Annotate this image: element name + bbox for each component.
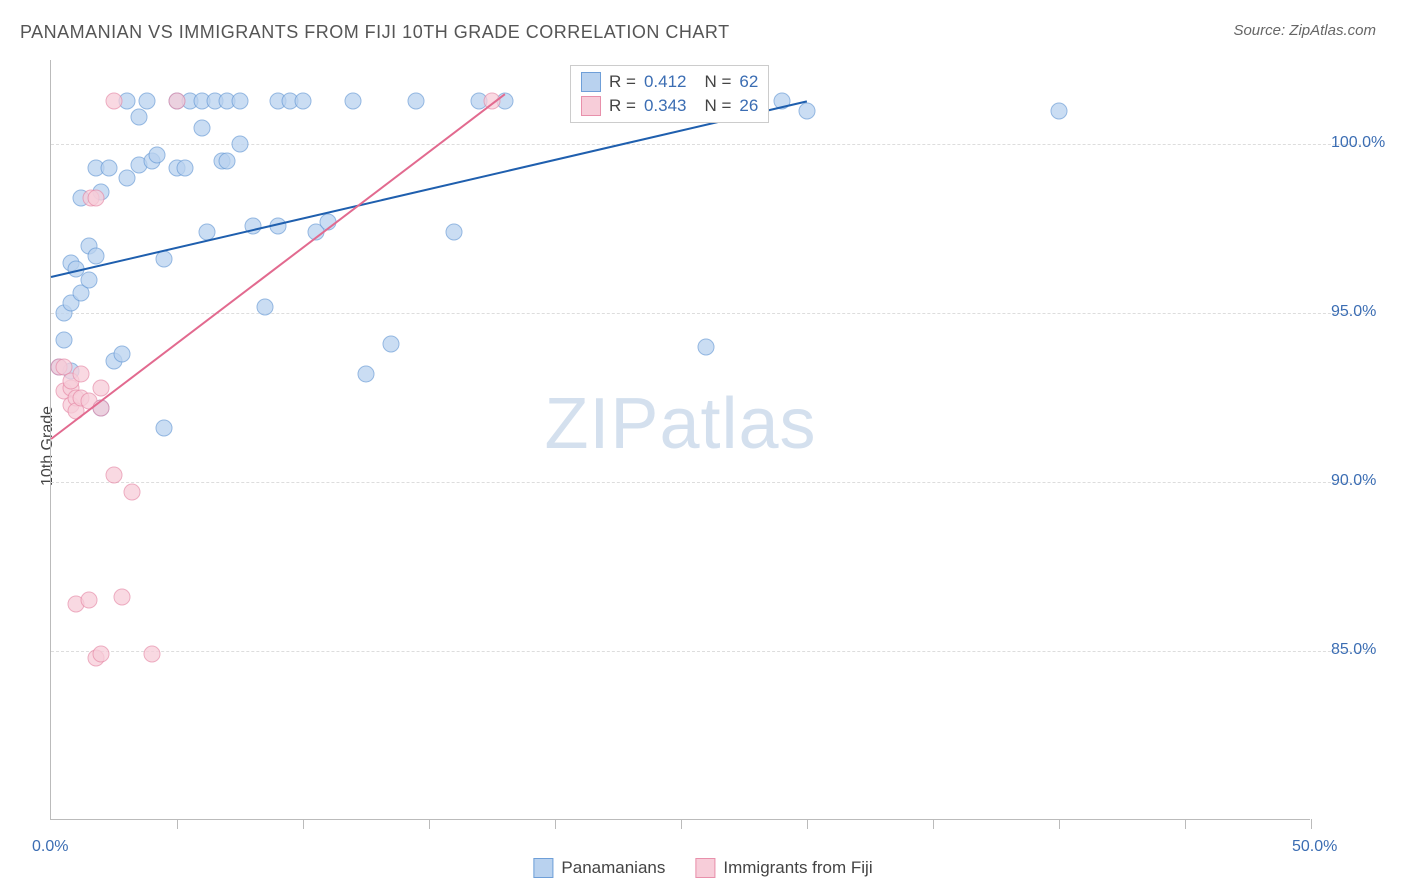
- data-point: [118, 170, 135, 187]
- n-label: N =: [704, 72, 731, 92]
- source-attribution: Source: ZipAtlas.com: [1233, 22, 1376, 39]
- watermark: ZIPatlas: [544, 383, 816, 465]
- legend-swatch: [533, 858, 553, 878]
- x-tick: [177, 819, 178, 829]
- gridline: [51, 313, 1371, 314]
- data-point: [257, 298, 274, 315]
- plot-area: ZIPatlas 85.0%90.0%95.0%100.0%: [50, 60, 1310, 820]
- r-label: R =: [609, 72, 636, 92]
- x-tick: [1311, 819, 1312, 829]
- x-tick: [681, 819, 682, 829]
- r-value: 0.412: [644, 72, 687, 92]
- x-tick: [555, 819, 556, 829]
- x-tick: [429, 819, 430, 829]
- y-tick-label: 90.0%: [1331, 472, 1376, 490]
- legend-item: Panamanians: [533, 858, 665, 878]
- y-tick-label: 85.0%: [1331, 641, 1376, 659]
- data-point: [138, 92, 155, 109]
- data-point: [799, 102, 816, 119]
- legend-swatch: [581, 96, 601, 116]
- x-tick: [1059, 819, 1060, 829]
- gridline: [51, 482, 1371, 483]
- x-tick: [807, 819, 808, 829]
- y-tick-label: 100.0%: [1331, 134, 1385, 152]
- n-value: 26: [739, 96, 758, 116]
- data-point: [148, 146, 165, 163]
- data-point: [698, 339, 715, 356]
- data-point: [219, 153, 236, 170]
- data-point: [113, 589, 130, 606]
- legend-label: Panamanians: [561, 858, 665, 878]
- data-point: [80, 592, 97, 609]
- data-point: [383, 335, 400, 352]
- gridline: [51, 651, 1371, 652]
- data-point: [156, 251, 173, 268]
- trend-line: [51, 101, 807, 279]
- chart-title: PANAMANIAN VS IMMIGRANTS FROM FIJI 10TH …: [20, 22, 730, 43]
- data-point: [113, 345, 130, 362]
- data-point: [80, 271, 97, 288]
- n-label: N =: [704, 96, 731, 116]
- data-point: [176, 160, 193, 177]
- data-point: [93, 646, 110, 663]
- trend-line: [50, 94, 505, 440]
- r-value: 0.343: [644, 96, 687, 116]
- data-point: [358, 366, 375, 383]
- legend-item: Immigrants from Fiji: [695, 858, 872, 878]
- data-point: [1051, 102, 1068, 119]
- legend-label: Immigrants from Fiji: [723, 858, 872, 878]
- n-value: 62: [739, 72, 758, 92]
- y-tick-label: 95.0%: [1331, 303, 1376, 321]
- stats-row: R = 0.412 N = 62: [571, 70, 768, 94]
- data-point: [73, 366, 90, 383]
- x-tick-label: 0.0%: [32, 838, 68, 856]
- data-point: [232, 136, 249, 153]
- stats-box: R = 0.412 N = 62 R = 0.343 N = 26: [570, 65, 769, 123]
- data-point: [446, 224, 463, 241]
- data-point: [100, 160, 117, 177]
- gridline: [51, 144, 1371, 145]
- data-point: [408, 92, 425, 109]
- data-point: [143, 646, 160, 663]
- data-point: [194, 119, 211, 136]
- data-point: [106, 467, 123, 484]
- data-point: [131, 109, 148, 126]
- x-tick-label: 50.0%: [1292, 838, 1337, 856]
- x-tick: [1185, 819, 1186, 829]
- data-point: [55, 332, 72, 349]
- data-point: [123, 484, 140, 501]
- legend-swatch: [581, 72, 601, 92]
- data-point: [88, 247, 105, 264]
- x-tick: [303, 819, 304, 829]
- data-point: [169, 92, 186, 109]
- stats-row: R = 0.343 N = 26: [571, 94, 768, 118]
- r-label: R =: [609, 96, 636, 116]
- data-point: [345, 92, 362, 109]
- data-point: [295, 92, 312, 109]
- legend-swatch: [695, 858, 715, 878]
- data-point: [156, 420, 173, 437]
- data-point: [232, 92, 249, 109]
- x-tick: [933, 819, 934, 829]
- data-point: [106, 92, 123, 109]
- legend-bottom: Panamanians Immigrants from Fiji: [533, 858, 872, 878]
- data-point: [88, 190, 105, 207]
